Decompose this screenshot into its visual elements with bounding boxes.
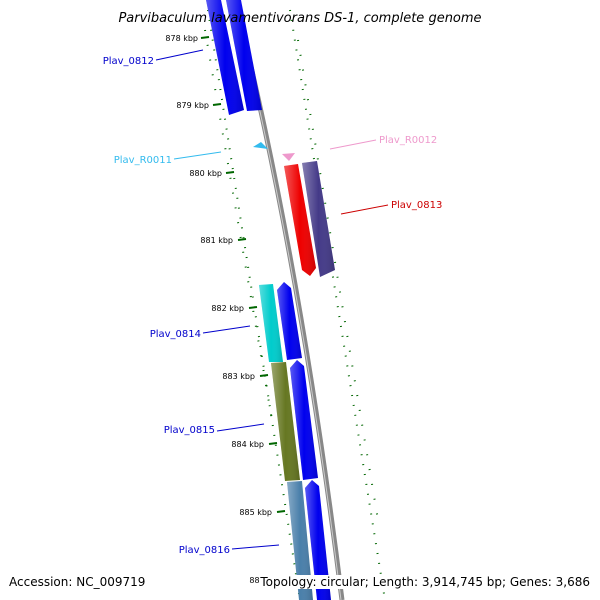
tick-mark	[200, 36, 210, 39]
tick-label-882: 882 kbp	[211, 304, 244, 313]
leader-plav-0814	[202, 325, 251, 334]
gene-plav-0815-partner-shine	[290, 360, 318, 480]
accession-text: Accession: NC_009719	[9, 575, 146, 589]
tick-mark	[259, 374, 269, 377]
leader-plav-0813	[340, 204, 389, 215]
trna-plav-r0012[interactable]	[282, 153, 295, 161]
gene-features	[206, 0, 335, 600]
tick-label-880: 880 kbp	[189, 169, 222, 178]
leader-plav-0815	[216, 423, 265, 432]
gene-plav-0815-shine	[271, 362, 300, 481]
leader-plav-r0011	[173, 151, 222, 160]
gene-plav-0813-partner-shine	[302, 161, 335, 277]
tick-label-879: 879 kbp	[176, 101, 209, 110]
trna-plav-r0011[interactable]	[253, 142, 268, 149]
gc-track-inner-right	[297, 39, 379, 521]
tick-label-885: 885 kbp	[239, 508, 272, 517]
gene-plav-0814-partner-shine	[277, 282, 302, 360]
gene-plav-0816-partner-shine	[305, 480, 331, 600]
gene-plav-0812-a-shine	[206, 0, 244, 115]
gene-label-plav-0812[interactable]: Plav_0812	[103, 56, 154, 67]
tick-mark	[225, 171, 235, 174]
tick-label-878: 878 kbp	[165, 34, 198, 43]
gene-label-plav-0815[interactable]: Plav_0815	[164, 425, 215, 436]
tick-mark	[237, 238, 247, 241]
topology-text: Topology: circular; Length: 3,914,745 bp…	[260, 575, 590, 589]
tick-label-881: 881 kbp	[200, 236, 233, 245]
gene-label-plav-0813[interactable]: Plav_0813	[391, 200, 442, 211]
tick-label-883: 883 kbp	[222, 372, 255, 381]
gene-label-plav-r0012[interactable]: Plav_R0012	[379, 135, 437, 146]
tick-mark	[276, 510, 286, 513]
tick-mark	[248, 306, 258, 309]
gene-label-plav-0816[interactable]: Plav_0816	[179, 545, 230, 556]
leader-lines	[155, 49, 389, 550]
tick-label-884: 884 kbp	[231, 440, 264, 449]
gene-plav-0812-b-shine	[226, 0, 262, 111]
leader-plav-0812	[155, 49, 204, 61]
leader-plav-0816	[231, 544, 280, 550]
gene-plav-0816-shine	[287, 481, 313, 600]
gene-label-plav-r0011[interactable]: Plav_R0011	[114, 155, 172, 166]
gene-plav-0813-shine	[284, 164, 316, 276]
gene-plav-0814-shine	[259, 284, 283, 362]
gene-label-plav-0814[interactable]: Plav_0814	[150, 329, 201, 340]
gc-track	[204, 9, 386, 600]
tick-mark	[268, 442, 278, 445]
tick-mark	[212, 103, 222, 106]
map-title: Parvibaculum lavamentivorans DS-1, compl…	[118, 11, 481, 26]
leader-plav-r0012	[329, 139, 377, 150]
gene-labels: Plav_0812 Plav_R0011 Plav_R0012 Plav_081…	[103, 56, 443, 556]
